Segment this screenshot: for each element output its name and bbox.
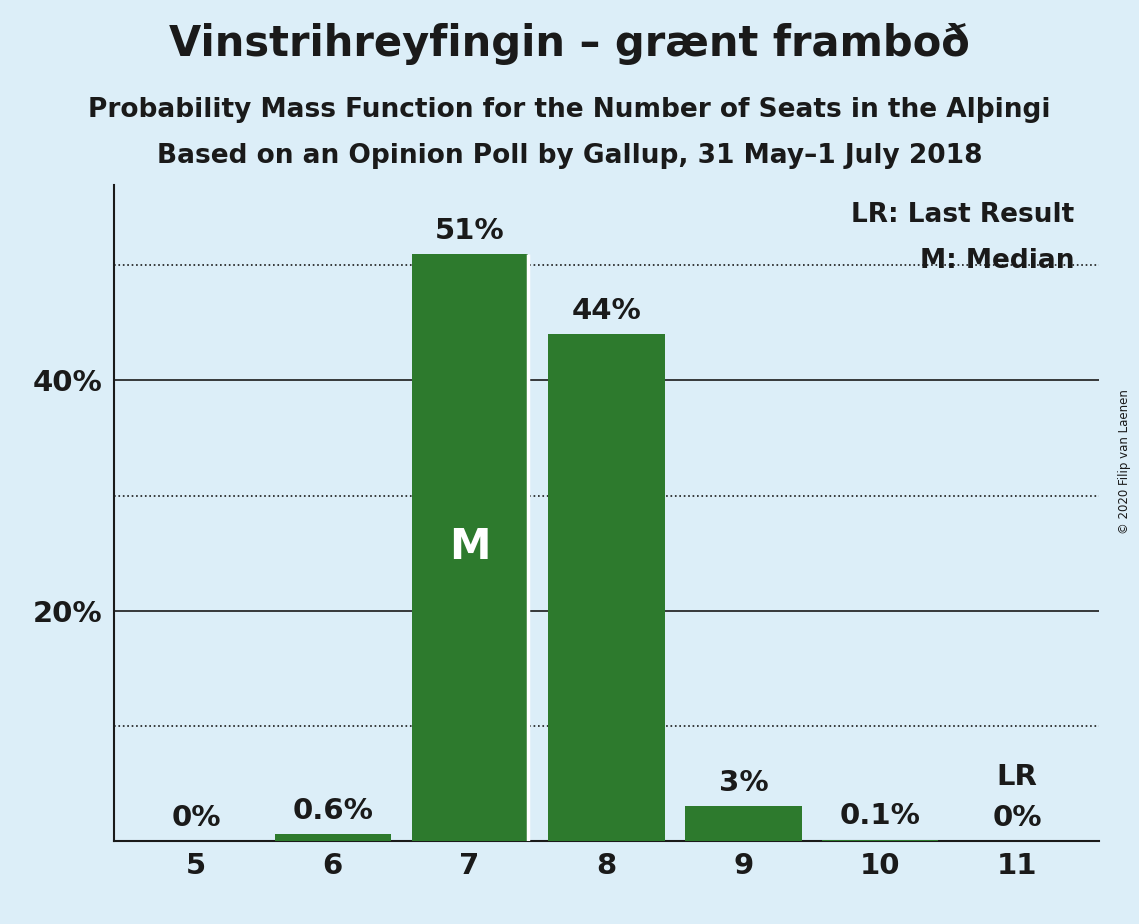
Text: 0.1%: 0.1% <box>839 802 920 831</box>
Bar <box>686 807 802 841</box>
Text: 0.6%: 0.6% <box>293 796 374 825</box>
Text: LR: Last Result: LR: Last Result <box>851 202 1074 228</box>
Text: 0%: 0% <box>171 804 221 832</box>
Text: © 2020 Filip van Laenen: © 2020 Filip van Laenen <box>1118 390 1131 534</box>
Bar <box>274 834 391 841</box>
Bar <box>822 840 939 841</box>
Text: LR: LR <box>997 763 1038 791</box>
Text: M: M <box>449 527 491 568</box>
Text: Based on an Opinion Poll by Gallup, 31 May–1 July 2018: Based on an Opinion Poll by Gallup, 31 M… <box>157 143 982 169</box>
Text: 51%: 51% <box>435 216 505 245</box>
Bar <box>548 334 665 841</box>
Bar <box>411 254 527 841</box>
Text: M: Median: M: Median <box>920 249 1074 274</box>
Text: 0%: 0% <box>992 804 1042 832</box>
Text: 44%: 44% <box>572 298 641 325</box>
Text: Vinstrihreyfingin – grænt framboð: Vinstrihreyfingin – grænt framboð <box>169 23 970 65</box>
Text: Probability Mass Function for the Number of Seats in the Alþingi: Probability Mass Function for the Number… <box>88 97 1051 123</box>
Text: 3%: 3% <box>719 769 768 797</box>
